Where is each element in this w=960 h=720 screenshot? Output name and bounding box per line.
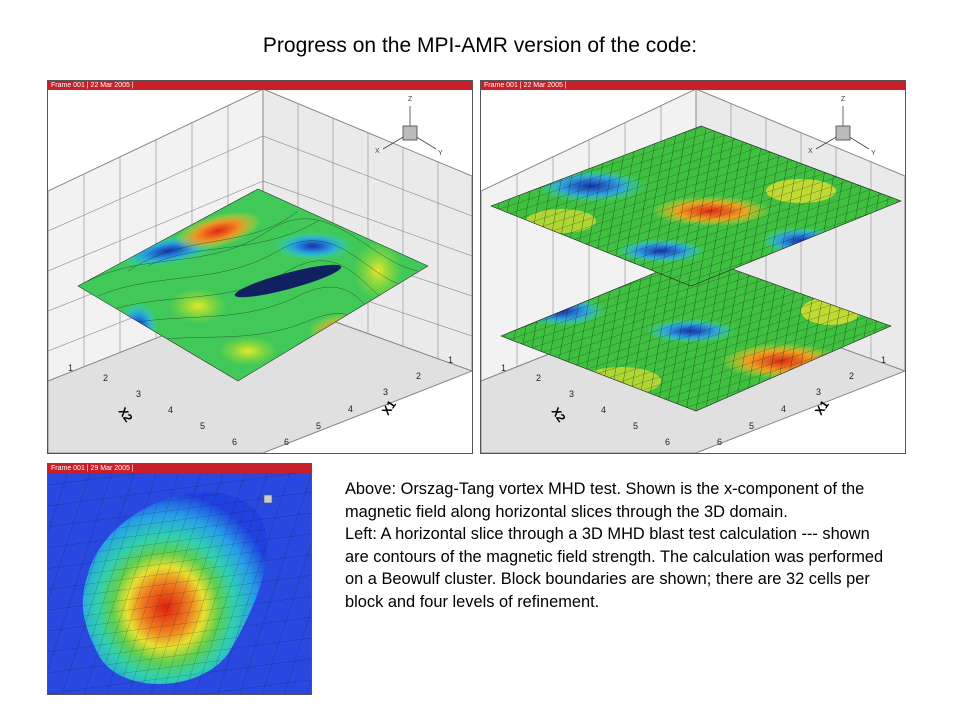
caption-left: Left: A horizontal slice through a 3D MH… (345, 525, 884, 611)
triad-y: Y (438, 150, 443, 157)
tick-x1-3: 3 (816, 387, 821, 397)
tick-x2-5: 5 (633, 421, 638, 431)
triad-y: Y (871, 150, 876, 157)
caption-text: Above: Orszag-Tang vortex MHD test. Show… (345, 478, 885, 614)
triad-z: Z (408, 96, 413, 103)
tick-x1-1: 1 (448, 355, 453, 365)
orszag-tang-3d-plot: Z X Y 1 2 3 4 5 6 1 2 3 4 5 6 X2 X1 (48, 88, 472, 453)
tick-x2-2: 2 (103, 373, 108, 383)
tick-x1-1: 1 (881, 355, 886, 365)
frame-label: Frame 001 | 22 Mar 2005 | (48, 81, 472, 90)
triad-x: X (808, 148, 813, 155)
frame-label: Frame 001 | 29 Mar 2005 | (48, 464, 311, 473)
tick-x1-6: 6 (284, 437, 289, 447)
tick-x2-3: 3 (569, 389, 574, 399)
tick-x2-4: 4 (601, 405, 606, 415)
caption-above: Above: Orszag-Tang vortex MHD test. Show… (345, 480, 865, 521)
tick-x1-2: 2 (849, 371, 854, 381)
tick-x1-4: 4 (781, 404, 786, 414)
triad-z: Z (841, 96, 846, 103)
tick-x2-1: 1 (68, 363, 73, 373)
orientation-triad-icon (815, 106, 870, 150)
tick-x1-5: 5 (316, 421, 321, 431)
mhd-blast-panel: Frame 001 | 29 Mar 2005 | (47, 463, 312, 695)
mhd-blast-plot (48, 473, 311, 694)
tick-x2-6: 6 (232, 437, 237, 447)
tick-x1-5: 5 (749, 421, 754, 431)
tick-x2-4: 4 (168, 405, 173, 415)
tick-x2-1: 1 (501, 363, 506, 373)
tick-x2-6: 6 (665, 437, 670, 447)
tick-x1-4: 4 (348, 404, 353, 414)
stacked-slices-panel: Frame 001 | 22 Mar 2005 | (480, 80, 906, 454)
tick-x2-2: 2 (536, 373, 541, 383)
orientation-triad-icon (382, 106, 437, 150)
tick-x2-5: 5 (200, 421, 205, 431)
tick-x1-6: 6 (717, 437, 722, 447)
slide-title: Progress on the MPI-AMR version of the c… (262, 34, 698, 57)
tick-x1-2: 2 (416, 371, 421, 381)
triad-x: X (375, 148, 380, 155)
frame-label: Frame 001 | 22 Mar 2005 | (481, 81, 905, 90)
orszag-tang-slice-panel: Frame 001 | 22 Mar 2005 | (47, 80, 473, 454)
tick-x1-3: 3 (383, 387, 388, 397)
orientation-triad-icon (263, 494, 273, 504)
stacked-slices-3d-plot: Z X Y 1 2 3 4 5 6 1 2 3 4 5 6 X2 X1 (481, 88, 905, 453)
tick-x2-3: 3 (136, 389, 141, 399)
